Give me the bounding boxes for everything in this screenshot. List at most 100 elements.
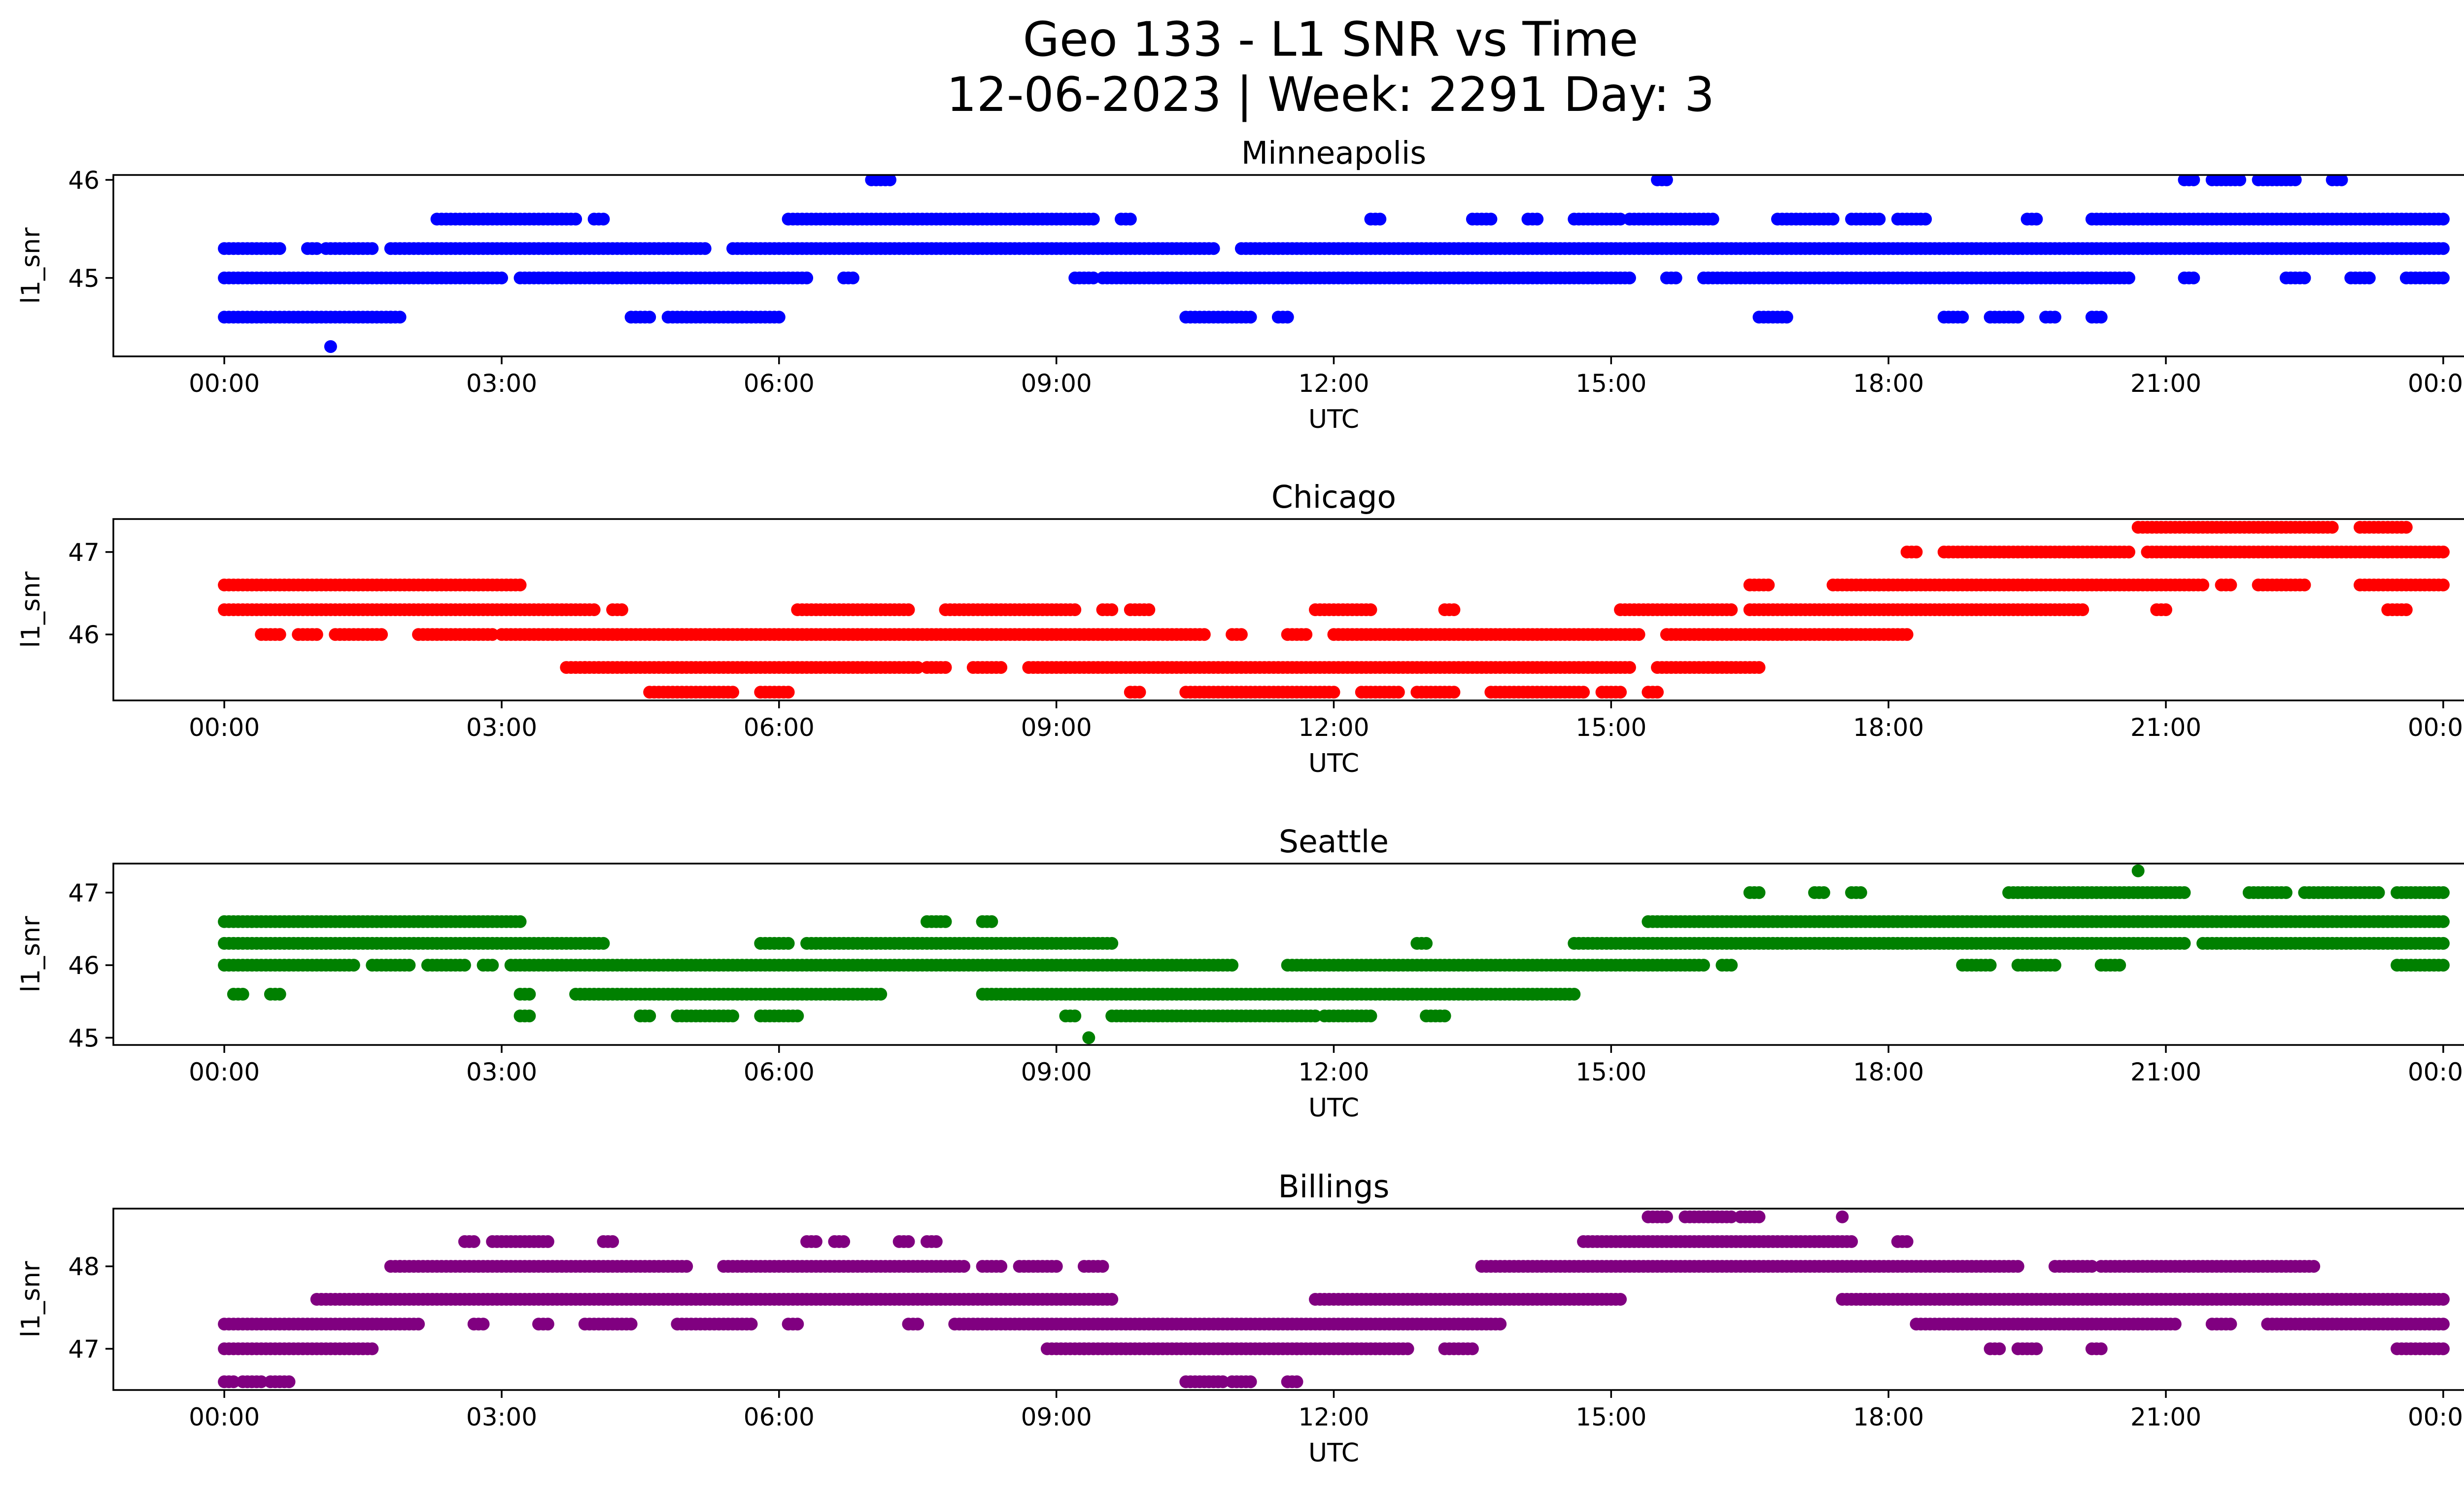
data-point (846, 271, 859, 284)
x-tick-label: 15:00 (1575, 369, 1646, 398)
data-point (726, 1009, 739, 1023)
data-point (1752, 886, 1766, 899)
data-point (2196, 578, 2210, 591)
data-point (1623, 271, 1636, 284)
data-points (218, 175, 2450, 353)
data-point (486, 628, 499, 641)
data-point (1364, 1009, 1377, 1023)
data-point (1660, 175, 1673, 186)
data-point (458, 959, 471, 972)
data-point (1050, 1260, 1063, 1273)
data-point (698, 242, 712, 255)
x-tick-label: 06:00 (744, 369, 815, 398)
data-point (2436, 1342, 2450, 1356)
figure-title-line-2: 12-06-2023 | Week: 2291 Day: 3 (947, 67, 1715, 123)
data-point (2224, 1318, 2237, 1331)
data-point (2187, 271, 2200, 284)
data-point (1817, 886, 1830, 899)
y-axis-label: l1_snr (16, 916, 46, 993)
data-point (1752, 661, 1766, 674)
data-point (911, 661, 924, 674)
data-point (2436, 212, 2450, 226)
data-point (939, 661, 952, 674)
y-tick-label: 47 (68, 538, 100, 567)
data-point (1300, 628, 1313, 641)
data-point (1364, 603, 1377, 616)
data-point (772, 311, 786, 324)
y-tick-label: 47 (68, 879, 100, 907)
data-point (643, 311, 656, 324)
data-point (1614, 686, 1627, 699)
data-point (2436, 886, 2450, 899)
y-axis-label: l1_snr (16, 227, 46, 304)
data-point (2326, 521, 2339, 534)
data-point (2011, 311, 2024, 324)
data-point (2233, 175, 2247, 186)
data-point (615, 603, 628, 616)
subplot-title: Chicago (1271, 479, 1396, 515)
y-tick-label: 45 (68, 264, 100, 293)
data-point (2436, 545, 2450, 558)
data-point (2122, 271, 2135, 284)
data-point (2399, 603, 2413, 616)
data-point (2030, 212, 2043, 226)
x-tick-label: 15:00 (1575, 1058, 1646, 1086)
data-point (1234, 628, 1248, 641)
data-point (2178, 886, 2191, 899)
data-point (366, 242, 379, 255)
data-point (403, 959, 416, 972)
data-point (1226, 959, 1239, 972)
data-point (782, 937, 795, 950)
data-point (273, 242, 286, 255)
data-point (800, 271, 814, 284)
x-axis-label: UTC (1308, 1093, 1359, 1123)
data-point (412, 1318, 425, 1331)
data-point (1420, 937, 1433, 950)
data-point (2131, 864, 2145, 877)
data-point (569, 212, 582, 226)
x-tick-label: 15:00 (1575, 713, 1646, 742)
data-point (273, 628, 286, 641)
data-point (1614, 1293, 1627, 1306)
data-point (643, 1009, 656, 1023)
data-point (1531, 212, 1544, 226)
data-point (1780, 311, 1793, 324)
x-tick-label: 21:00 (2130, 369, 2201, 398)
x-tick-label: 06:00 (744, 713, 815, 742)
data-point (874, 988, 888, 1001)
data-point (1873, 212, 1886, 226)
data-point (1392, 686, 1405, 699)
data-point (2436, 915, 2450, 928)
data-point (2436, 937, 2450, 950)
data-point (1082, 1031, 1095, 1044)
data-point (1466, 1342, 1479, 1356)
data-point (2298, 578, 2311, 591)
data-point (791, 1009, 804, 1023)
data-point (1614, 212, 1627, 226)
data-point (2030, 1342, 2043, 1356)
data-points (218, 864, 2450, 1044)
data-point (2113, 959, 2126, 972)
data-point (1697, 959, 1710, 972)
data-point (1706, 212, 1719, 226)
data-point (1327, 686, 1340, 699)
y-tick-label: 46 (68, 621, 100, 649)
x-tick-label: 21:00 (2130, 1058, 2201, 1086)
x-tick-label: 09:00 (1021, 1058, 1092, 1086)
data-point (1373, 212, 1387, 226)
data-point (1438, 1009, 1451, 1023)
data-point (680, 1260, 693, 1273)
data-point (1651, 686, 1664, 699)
data-point (1447, 686, 1461, 699)
data-point (994, 661, 1008, 674)
data-point (513, 578, 527, 591)
data-point (2048, 959, 2061, 972)
data-point (2094, 311, 2108, 324)
y-tick-label: 45 (68, 1024, 100, 1052)
data-point (495, 271, 508, 284)
data-point (1725, 959, 1738, 972)
data-point (1623, 661, 1636, 674)
